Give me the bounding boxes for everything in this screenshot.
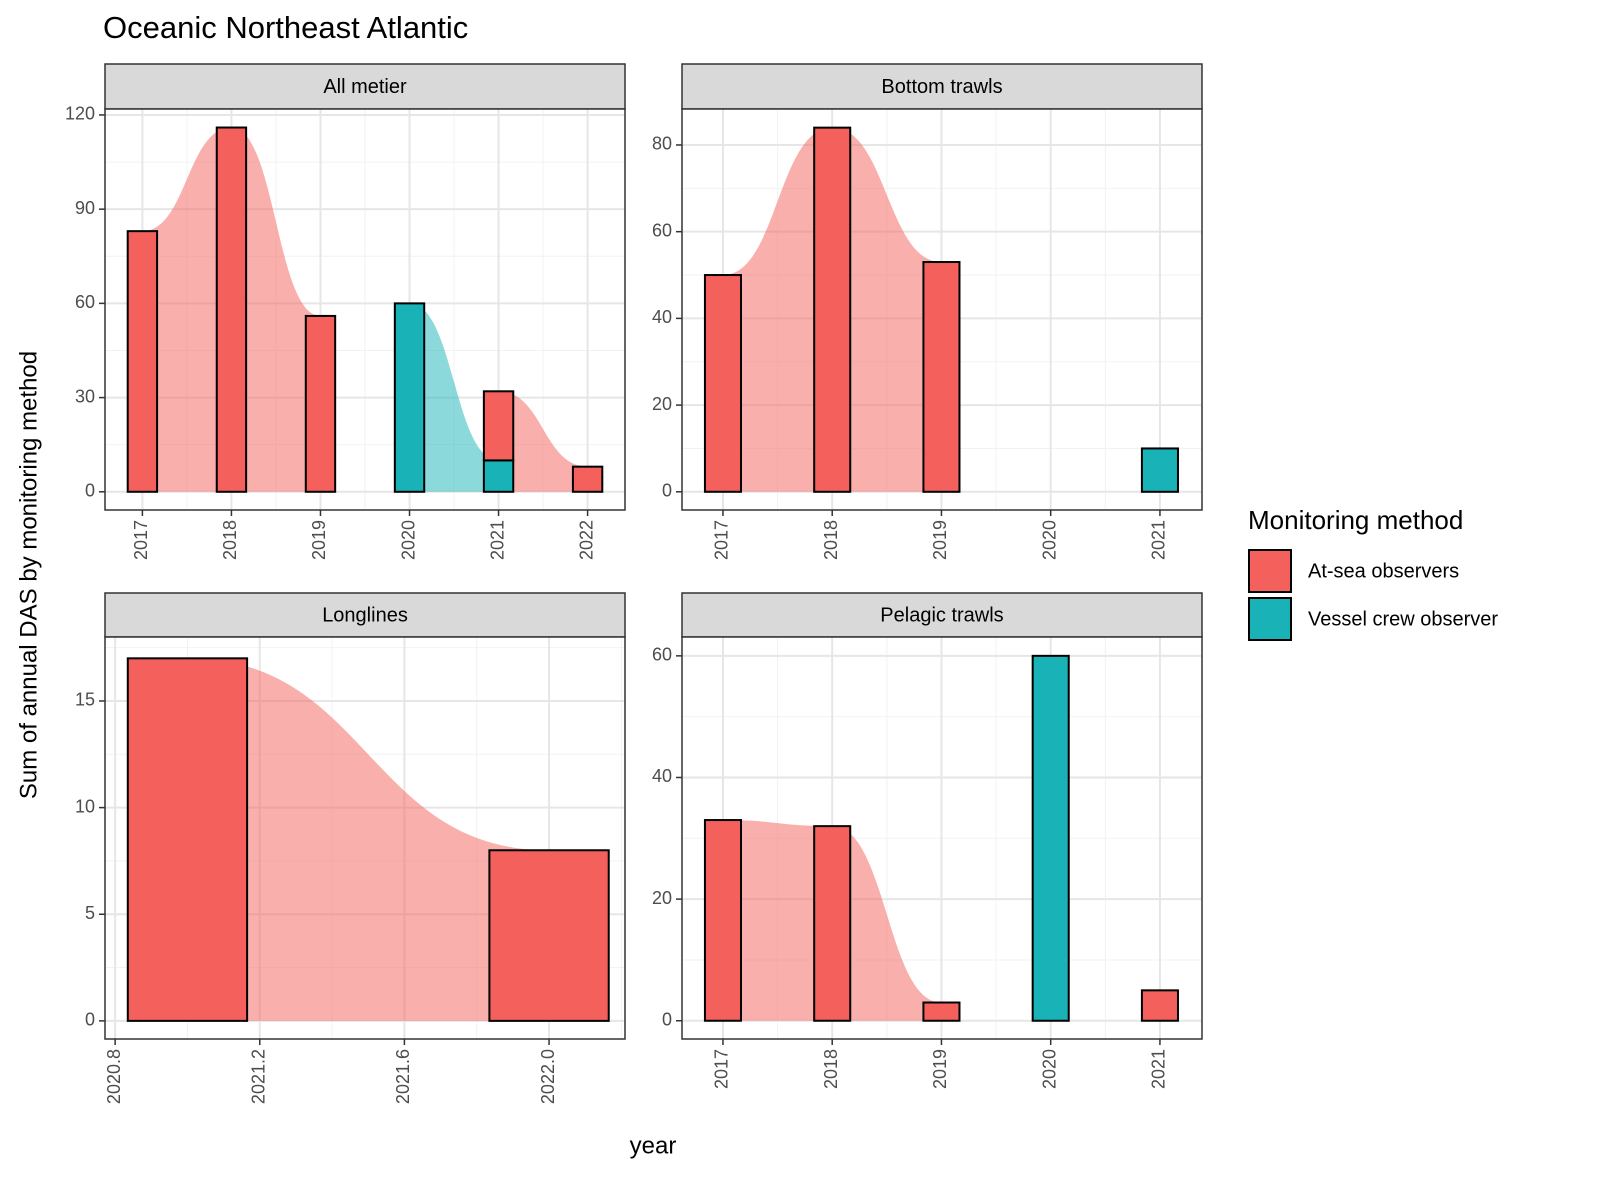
x-tick-label: 2019 [930,1049,950,1089]
y-axis-title: Sum of annual DAS by monitoring method [15,351,42,799]
area [409,303,499,492]
bar [126,657,249,1022]
y-tick-label: 20 [652,888,672,908]
x-tick-label: 2021.6 [393,1049,413,1104]
strip-label: Longlines [322,604,408,626]
y-tick-label: 120 [65,104,95,124]
y-tick-label: 60 [75,292,95,312]
y-tick-label: 0 [85,481,95,501]
y-tick-label: 80 [652,134,672,154]
legend-label: Vessel crew observer [1308,608,1498,630]
y-tick-label: 10 [75,796,95,816]
x-tick-label: 2020 [1039,1049,1059,1089]
area [187,658,550,1021]
chart-title: Oceanic Northeast Atlantic [103,10,468,45]
y-tick-label: 60 [652,645,672,665]
y-tick-label: 60 [652,220,672,240]
bar [922,261,961,493]
x-tick-label: 2021 [1149,520,1169,560]
x-tick-label: 2018 [821,520,841,560]
strip [681,592,1203,638]
y-tick-label: 40 [652,766,672,786]
x-tick-label: 2019 [930,520,950,560]
y-tick-label: 5 [85,903,95,923]
bar [126,230,159,493]
x-tick-label: 2018 [220,520,240,560]
panel-border [681,108,1203,511]
bar [304,314,337,493]
y-tick-label: 90 [75,198,95,218]
x-tick-label: 2020 [1039,520,1059,560]
x-tick-label: 2021 [1149,1049,1169,1089]
x-tick-label: 2020 [398,520,418,560]
x-tick-label: 2020.8 [104,1049,124,1104]
x-tick-label: 2022 [576,520,596,560]
y-tick-label: 20 [652,394,672,414]
y-tick-label: 0 [85,1010,95,1030]
strip-label: All metier [323,76,407,98]
panel-border [681,636,1203,1040]
bar [215,126,248,493]
y-tick-label: 0 [662,1010,672,1030]
bar [813,126,852,493]
y-tick-label: 0 [662,481,672,501]
bar [703,274,742,493]
x-tick-label: 2019 [309,520,329,560]
strip [104,63,626,110]
x-tick-label: 2022.0 [538,1049,558,1104]
x-tick-label: 2017 [712,1049,732,1089]
bar [488,849,610,1022]
area [142,127,588,492]
bar [703,819,742,1022]
x-axis-title: year [630,1132,677,1159]
legend-title: Monitoring method [1248,505,1463,535]
strip-label: Bottom trawls [881,76,1002,98]
bar [482,459,515,493]
bar [813,825,852,1022]
legend-key [1248,597,1292,641]
bar [393,302,426,493]
strip-label: Pelagic trawls [880,604,1003,626]
bar [922,1001,961,1022]
bar [571,465,604,493]
panel-border [104,636,626,1040]
x-tick-label: 2021 [487,520,507,560]
x-tick-label: 2017 [712,520,732,560]
bar [1031,654,1070,1022]
panel-border [104,108,626,511]
bar [1140,989,1179,1022]
y-tick-label: 40 [652,307,672,327]
y-tick-label: 15 [75,690,95,710]
legend-key [1248,549,1292,593]
bar [1140,447,1179,493]
x-tick-label: 2018 [821,1049,841,1089]
x-tick-label: 2017 [131,520,151,560]
legend-label: At-sea observers [1308,560,1459,582]
bar [482,390,515,462]
x-tick-label: 2021.2 [249,1049,269,1104]
y-tick-label: 30 [75,386,95,406]
